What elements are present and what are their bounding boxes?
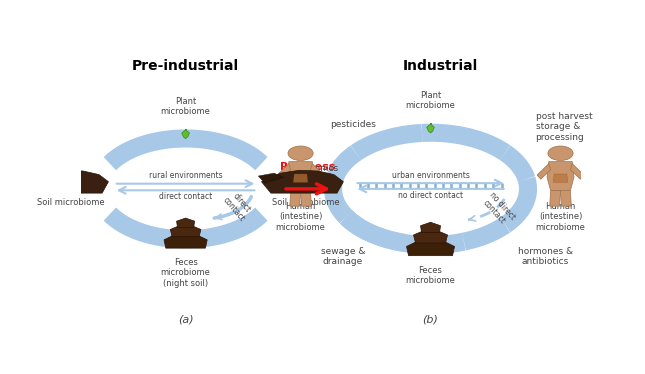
Circle shape	[548, 146, 573, 160]
Polygon shape	[413, 230, 448, 243]
Polygon shape	[537, 164, 551, 179]
Circle shape	[288, 146, 313, 160]
Text: Richness: Richness	[281, 162, 336, 172]
Polygon shape	[277, 164, 291, 179]
Text: Soil microbiome: Soil microbiome	[37, 197, 104, 206]
Text: (a): (a)	[178, 314, 194, 324]
Text: Human
(intestine)
microbiome: Human (intestine) microbiome	[535, 202, 586, 232]
Text: no direct
contact: no direct contact	[479, 190, 517, 228]
Text: Feces
microbiome: Feces microbiome	[406, 266, 455, 285]
Text: sewage &
drainage: sewage & drainage	[321, 247, 365, 266]
Text: urban environments: urban environments	[392, 171, 470, 180]
Polygon shape	[561, 191, 571, 206]
Text: Feces
microbiome
(night soil): Feces microbiome (night soil)	[161, 258, 210, 288]
Polygon shape	[182, 130, 190, 139]
Polygon shape	[553, 174, 568, 182]
Polygon shape	[177, 218, 195, 227]
Polygon shape	[547, 162, 574, 191]
Text: no direct contact: no direct contact	[398, 191, 463, 200]
Polygon shape	[23, 173, 48, 183]
Polygon shape	[259, 173, 284, 183]
Text: hydroponics: hydroponics	[283, 164, 338, 173]
Text: Pre-industrial: Pre-industrial	[132, 59, 239, 73]
Polygon shape	[287, 162, 314, 191]
Polygon shape	[301, 191, 312, 206]
Text: Industrial: Industrial	[403, 59, 478, 73]
Polygon shape	[164, 234, 207, 248]
Polygon shape	[26, 170, 108, 193]
Text: reduction: reduction	[278, 180, 338, 190]
Text: Soil microbiome: Soil microbiome	[272, 197, 339, 206]
Polygon shape	[550, 191, 561, 206]
Text: direct
contact: direct contact	[221, 189, 255, 223]
Polygon shape	[290, 191, 301, 206]
Polygon shape	[293, 174, 308, 182]
Polygon shape	[421, 222, 441, 233]
Text: hormones &
antibiotics: hormones & antibiotics	[518, 247, 573, 266]
Text: Plant
microbiome: Plant microbiome	[406, 91, 455, 110]
Text: (b): (b)	[422, 314, 439, 324]
Polygon shape	[310, 164, 324, 179]
Polygon shape	[427, 124, 434, 133]
Text: pesticides: pesticides	[330, 120, 376, 129]
Text: Plant
microbiome: Plant microbiome	[161, 96, 210, 116]
Text: post harvest
storage &
processing: post harvest storage & processing	[535, 112, 592, 142]
Polygon shape	[261, 170, 343, 193]
Text: Human
(intestine)
microbiome: Human (intestine) microbiome	[275, 202, 326, 232]
Text: rural environments: rural environments	[149, 171, 223, 180]
Text: direct contact: direct contact	[159, 192, 212, 201]
Polygon shape	[570, 164, 584, 179]
Polygon shape	[406, 241, 455, 256]
Polygon shape	[170, 225, 201, 237]
